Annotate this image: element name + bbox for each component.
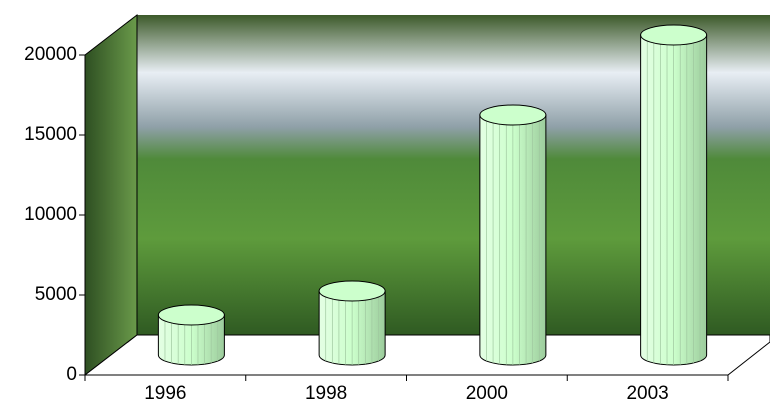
chart: 0 5000 10000 15000 20000 1996 1998 2000 2003 [0,0,770,410]
bar [641,25,707,365]
bar-top [480,105,546,125]
y-tick-label: 10000 [24,204,77,225]
x-tick-label: 2003 [626,383,668,404]
bar-top [641,25,707,45]
x-tick-label: 2000 [466,383,508,404]
x-tick-label: 1996 [144,383,186,404]
y-tick-label: 5000 [35,284,77,305]
y-tick-label: 15000 [24,124,77,145]
bar [319,281,385,365]
bar-top [158,305,224,325]
bar [480,105,546,365]
y-tick-label: 0 [66,364,77,385]
x-tick-label: 1998 [305,383,347,404]
side-wall [85,15,137,375]
bar [158,305,224,365]
bar-top [319,281,385,301]
y-tick-label: 20000 [24,44,77,65]
